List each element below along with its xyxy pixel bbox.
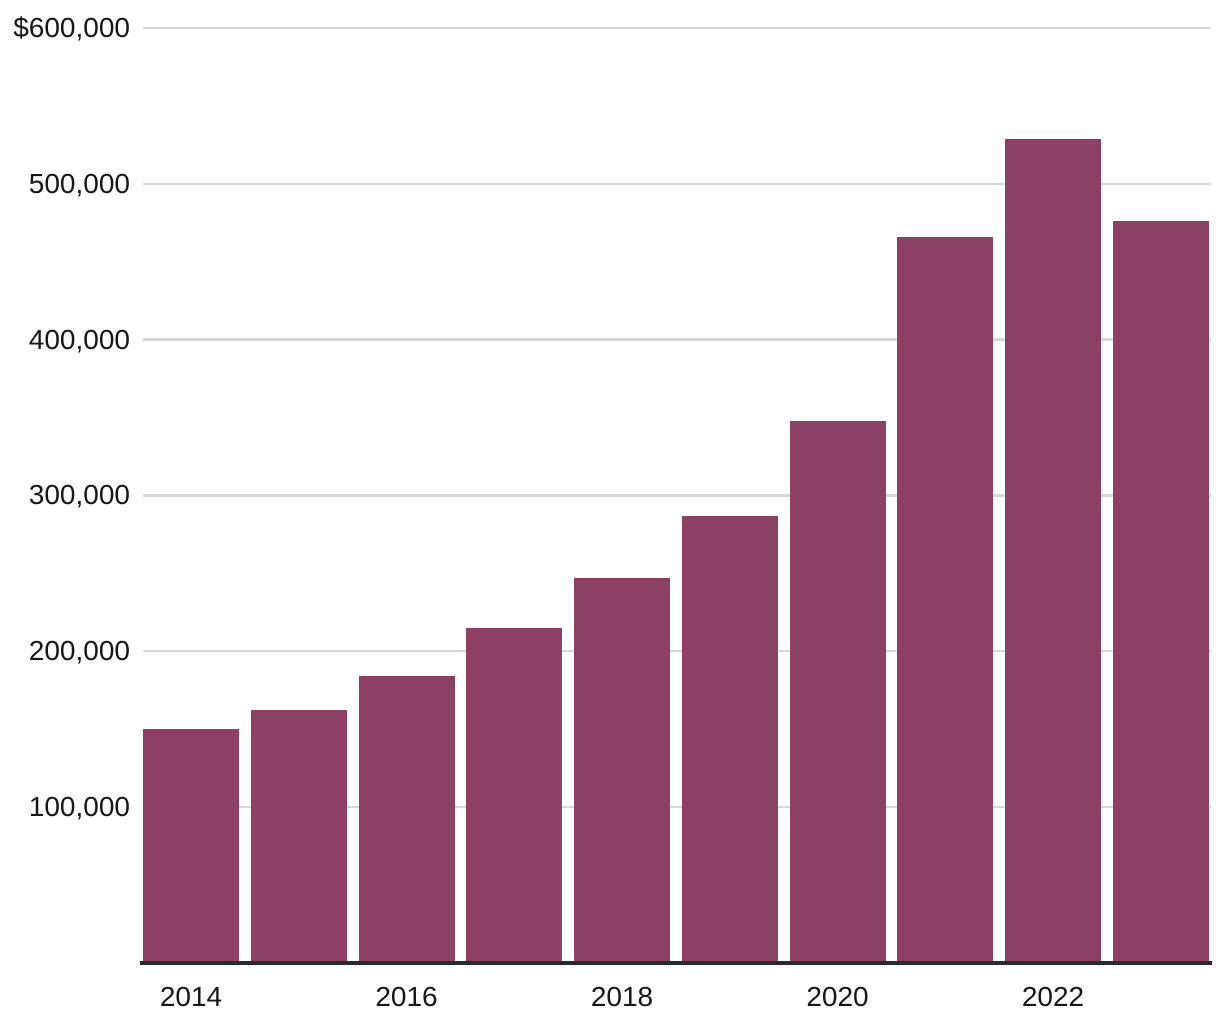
bar-2020 (789, 420, 886, 962)
y-axis-tick-label: 300,000 (28, 479, 130, 511)
bar-2015 (250, 710, 347, 962)
y-axis-tick-label: 400,000 (28, 323, 130, 355)
x-axis-tick-label-2020: 2020 (806, 981, 869, 1012)
bar-2016 (358, 676, 455, 962)
y-axis-tick-label: 500,000 (28, 167, 130, 199)
gridline-400000 (143, 338, 1211, 341)
x-axis-tick-label-2018: 2018 (590, 981, 654, 1012)
bar-2023 (1112, 221, 1209, 962)
gridline-300000 (143, 494, 1211, 497)
x-axis-tick-label-2022: 2022 (1021, 981, 1085, 1012)
bar-2017 (466, 627, 563, 962)
x-axis-tick-label-2014: 2014 (159, 981, 223, 1012)
y-axis-tick-label: 100,000 (28, 791, 130, 822)
y-axis-tick-label: 200,000 (28, 635, 130, 667)
y-axis-tick-label: $600,000 (13, 12, 130, 43)
gridline-600000 (143, 26, 1211, 30)
gridline-100000 (143, 805, 1211, 809)
x-axis-tick-label-2016: 2016 (375, 981, 438, 1012)
bar-2022 (1005, 138, 1101, 962)
gridline-500000 (143, 182, 1211, 186)
gridline-200000 (143, 649, 1211, 653)
bar-2021 (897, 236, 994, 962)
bar-2018 (574, 577, 670, 962)
x-axis-baseline (140, 961, 1212, 965)
bar-2019 (681, 515, 778, 962)
bar-2014 (143, 729, 239, 962)
